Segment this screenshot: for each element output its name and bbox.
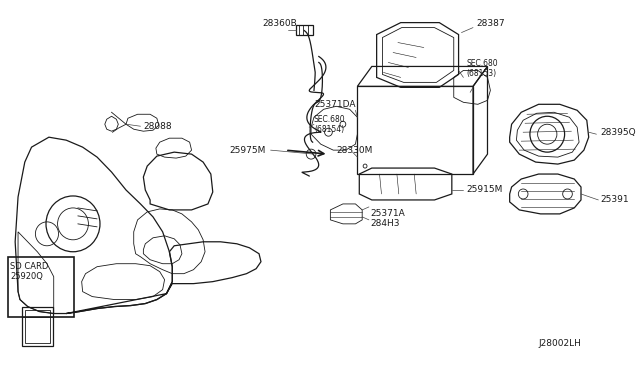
Text: 25920Q: 25920Q	[10, 272, 44, 281]
Text: J28002LH: J28002LH	[539, 339, 582, 348]
Bar	[296, 25, 313, 35]
Text: SD CARD: SD CARD	[10, 262, 49, 271]
Text: SEC.680
(68154): SEC.680 (68154)	[314, 115, 346, 134]
Text: 28387: 28387	[476, 19, 504, 28]
Text: 25371A: 25371A	[370, 209, 404, 218]
Text: 28360B: 28360B	[262, 19, 296, 28]
Text: 28088: 28088	[143, 122, 172, 131]
Text: 25975M: 25975M	[229, 145, 266, 155]
Bar	[25, 310, 50, 343]
Text: 25915M: 25915M	[467, 186, 502, 195]
Text: SEC.680
(68153): SEC.680 (68153)	[467, 59, 498, 78]
Bar	[8, 257, 74, 317]
Text: 284H3: 284H3	[370, 219, 399, 228]
Bar	[357, 86, 473, 174]
Bar	[22, 307, 52, 346]
Text: 25391: 25391	[600, 195, 629, 205]
Text: 25371DA: 25371DA	[314, 100, 355, 109]
Text: 28395Q: 28395Q	[600, 128, 636, 137]
Text: 28330M: 28330M	[336, 145, 372, 155]
